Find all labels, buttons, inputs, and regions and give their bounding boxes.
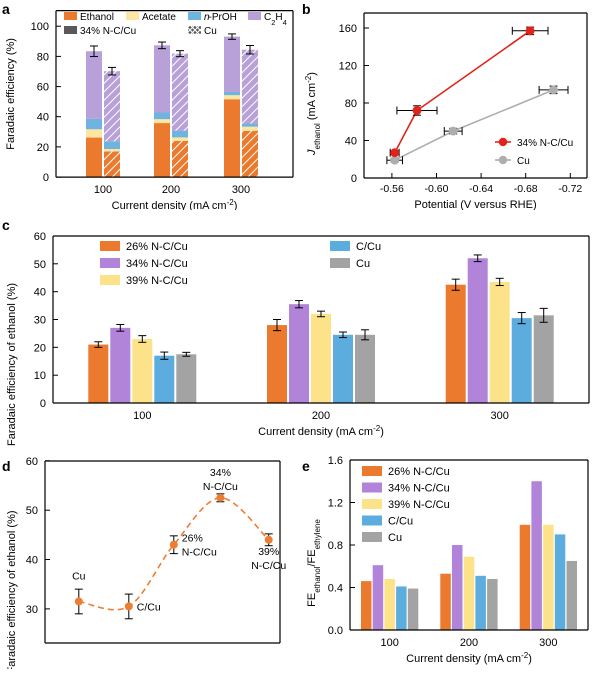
svg-text:80: 80 <box>345 98 357 110</box>
svg-text:Current density (mA cm-2): Current density (mA cm-2) <box>112 198 238 210</box>
svg-text:34% N-C/Cu: 34% N-C/Cu <box>388 483 450 495</box>
svg-text:-0.72: -0.72 <box>558 183 582 195</box>
svg-text:Acetate: Acetate <box>142 12 176 23</box>
svg-text:26% N-C/Cu: 26% N-C/Cu <box>388 466 450 478</box>
svg-text:100: 100 <box>381 637 399 649</box>
svg-text:120: 120 <box>339 61 357 73</box>
svg-text:Cu: Cu <box>204 26 217 37</box>
svg-text:40: 40 <box>37 112 49 124</box>
svg-text:0: 0 <box>43 172 49 184</box>
svg-text:N-C/Cu: N-C/Cu <box>251 560 286 572</box>
svg-text:100: 100 <box>133 410 151 422</box>
svg-text:-0.60: -0.60 <box>425 183 449 195</box>
svg-text:34%: 34% <box>210 467 231 479</box>
svg-text:100: 100 <box>94 184 112 196</box>
svg-text:N-C/Cu: N-C/Cu <box>182 547 217 559</box>
svg-text:200: 200 <box>312 410 330 422</box>
svg-text:-0.64: -0.64 <box>469 183 493 195</box>
svg-text:Current density (mA cm-2): Current density (mA cm-2) <box>258 424 384 439</box>
svg-text:30: 30 <box>26 604 38 616</box>
svg-text:Cu: Cu <box>72 571 86 583</box>
svg-text:0.0: 0.0 <box>328 625 343 637</box>
svg-text:10: 10 <box>34 370 46 382</box>
svg-text:39%: 39% <box>258 546 279 558</box>
svg-text:100: 100 <box>31 21 49 33</box>
svg-text:-0.68: -0.68 <box>514 183 538 195</box>
svg-text:26% N-C/Cu: 26% N-C/Cu <box>126 241 188 253</box>
svg-text:34% N-C/Cu: 34% N-C/Cu <box>517 138 573 149</box>
svg-text:1.2: 1.2 <box>328 498 343 510</box>
svg-text:50: 50 <box>34 259 46 271</box>
svg-text:26%: 26% <box>182 533 203 545</box>
svg-text:Faradaic efficiency of ethanol: Faradaic efficiency of ethanol (%) <box>6 510 18 669</box>
svg-text:200: 200 <box>460 637 478 649</box>
svg-text:b: b <box>302 1 311 17</box>
svg-text:Potential (V versus RHE): Potential (V versus RHE) <box>414 199 536 210</box>
svg-text:Current density (mA cm-2): Current density (mA cm-2) <box>406 651 532 666</box>
svg-text:C/Cu: C/Cu <box>137 601 161 613</box>
svg-text:34% N-C/Cu: 34% N-C/Cu <box>126 258 188 270</box>
svg-text:e: e <box>302 458 310 474</box>
svg-text:Faradaic efficiency (%): Faradaic efficiency (%) <box>5 38 17 150</box>
svg-text:200: 200 <box>162 184 180 196</box>
svg-text:300: 300 <box>491 410 509 422</box>
svg-text:60: 60 <box>26 456 38 468</box>
svg-text:34% N-C/Cu: 34% N-C/Cu <box>80 26 136 37</box>
svg-text:39% N-C/Cu: 39% N-C/Cu <box>126 275 188 287</box>
svg-text:0.8: 0.8 <box>328 540 343 552</box>
svg-text:d: d <box>2 458 11 474</box>
svg-text:20: 20 <box>34 342 46 354</box>
svg-text:a: a <box>2 1 10 17</box>
svg-text:80: 80 <box>37 51 49 63</box>
svg-text:40: 40 <box>26 555 38 567</box>
svg-text:300: 300 <box>232 184 250 196</box>
svg-text:50: 50 <box>26 505 38 517</box>
svg-text:0: 0 <box>351 173 357 185</box>
svg-text:40: 40 <box>34 287 46 299</box>
svg-text:Faradaic efficiency of ethanol: Faradaic efficiency of ethanol (%) <box>6 283 18 446</box>
svg-text:C/Cu: C/Cu <box>388 516 413 528</box>
svg-text:0: 0 <box>40 398 46 410</box>
svg-text:300: 300 <box>539 637 557 649</box>
svg-text:39% N-C/Cu: 39% N-C/Cu <box>388 499 450 511</box>
svg-text:Cu: Cu <box>388 532 402 544</box>
svg-text:60: 60 <box>37 82 49 94</box>
svg-text:Ethanol: Ethanol <box>80 12 114 23</box>
svg-text:40: 40 <box>345 136 357 148</box>
svg-text:1.6: 1.6 <box>328 455 343 467</box>
svg-text:0.4: 0.4 <box>328 583 343 595</box>
svg-text:Cu: Cu <box>356 258 370 270</box>
svg-text:60: 60 <box>34 231 46 243</box>
svg-text:N-C/Cu: N-C/Cu <box>203 481 238 493</box>
svg-text:160: 160 <box>339 23 357 35</box>
svg-text:30: 30 <box>34 315 46 327</box>
svg-text:-PrOH: -PrOH <box>209 12 237 23</box>
svg-text:20: 20 <box>37 142 49 154</box>
svg-text:c: c <box>2 217 10 233</box>
svg-text:Cu: Cu <box>517 156 530 167</box>
svg-text:C/Cu: C/Cu <box>356 241 381 253</box>
svg-text:-0.56: -0.56 <box>380 183 404 195</box>
